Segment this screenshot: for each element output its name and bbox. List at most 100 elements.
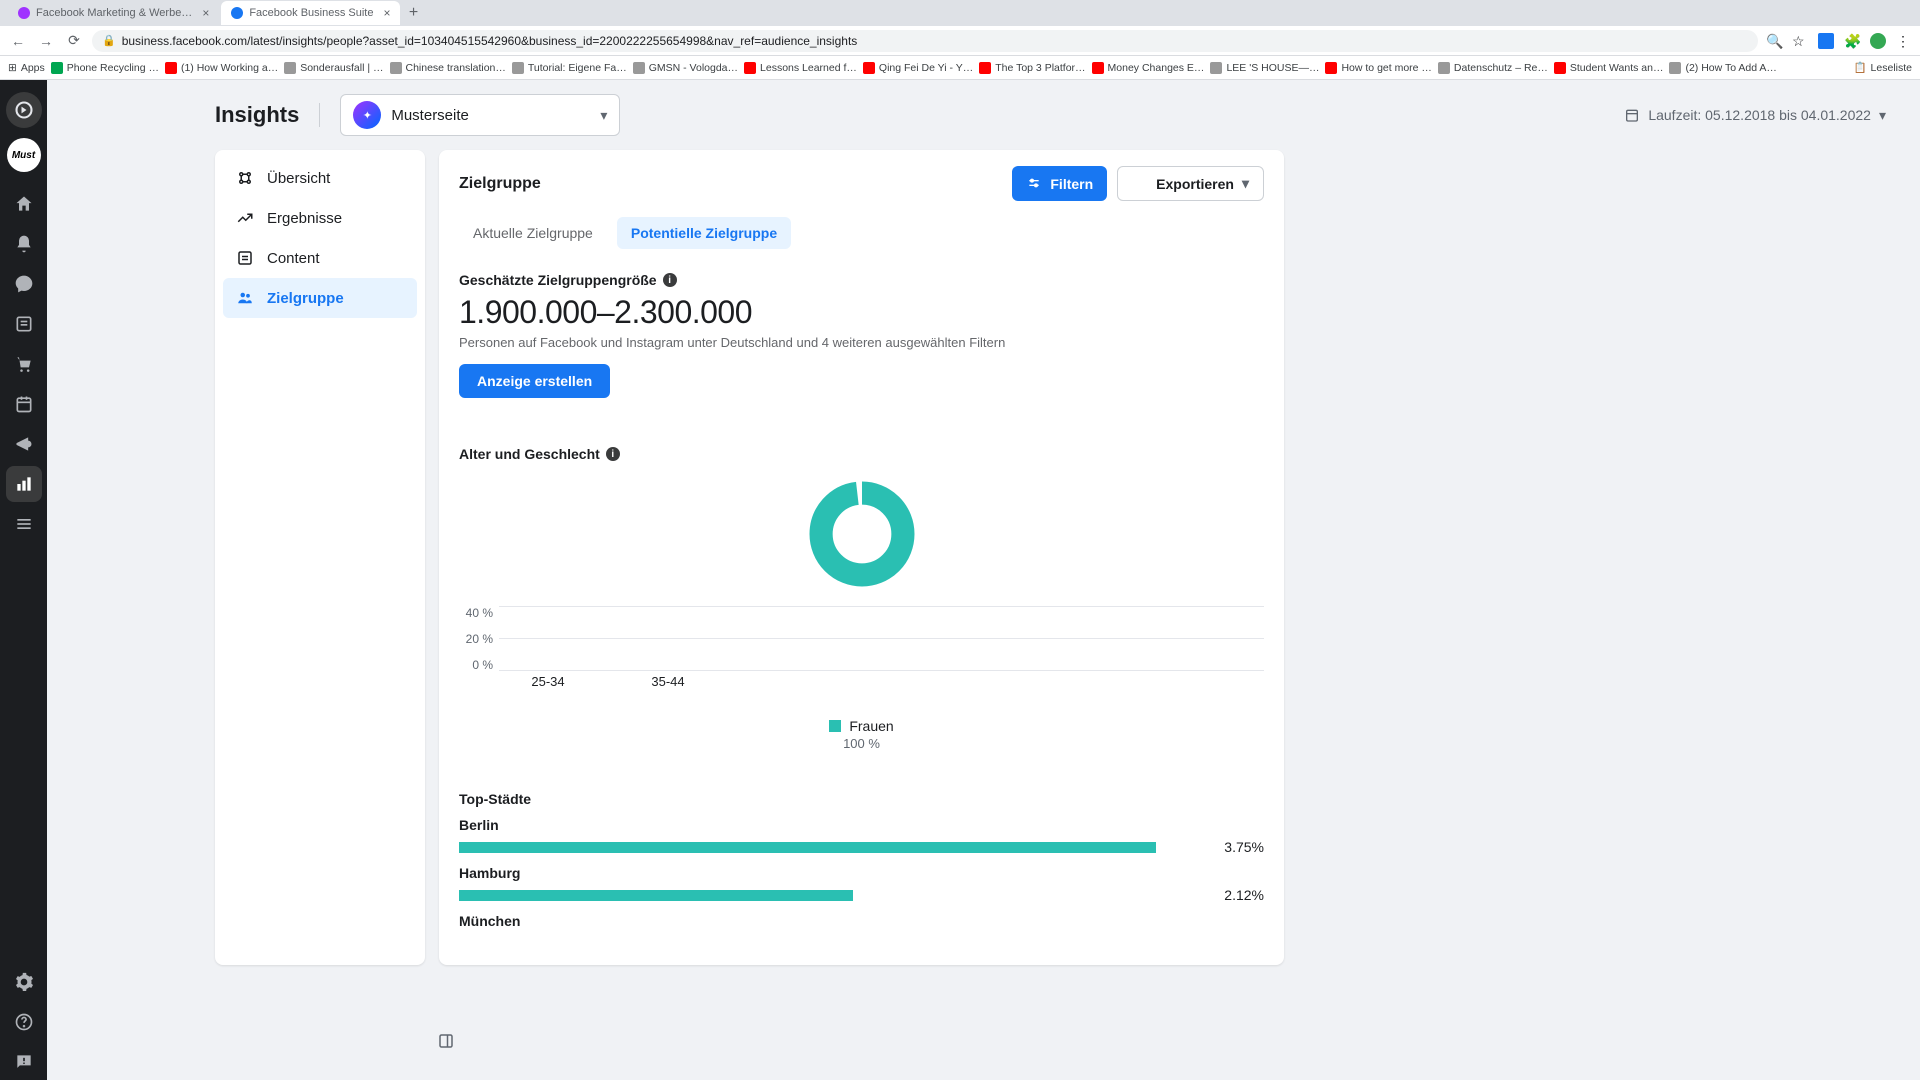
columns: Übersicht Ergebnisse Content Zielgruppe (47, 150, 1920, 965)
bookmark-item[interactable]: The Top 3 Platfor… (979, 62, 1085, 74)
bookmark-item[interactable]: (1) How Working a… (165, 62, 278, 74)
close-icon[interactable]: × (202, 6, 209, 20)
audience-size-value: 1.900.000–2.300.000 (459, 294, 1264, 331)
bell-icon[interactable] (6, 226, 42, 262)
new-tab-button[interactable]: + (402, 4, 424, 22)
settings-icon[interactable] (6, 964, 42, 1000)
nav-label: Zielgruppe (267, 290, 344, 307)
audience-size-label: Geschätzte Zielgruppengröße i (459, 272, 1264, 288)
more-icon[interactable] (6, 506, 42, 542)
bookmark-item[interactable]: Lessons Learned f… (744, 62, 857, 74)
donut-chart (459, 480, 1264, 588)
fb-icon[interactable] (1818, 33, 1834, 49)
bookmark-item[interactable]: Phone Recycling … (51, 62, 159, 74)
info-icon[interactable]: i (606, 447, 620, 461)
browser-tab[interactable]: Facebook Marketing & Werbe… × (8, 1, 219, 25)
feedback-icon[interactable] (6, 1044, 42, 1080)
home-icon[interactable] (6, 186, 42, 222)
audience-icon (235, 288, 255, 308)
bookmark-item[interactable]: Chinese translation… (390, 62, 506, 74)
lock-icon: 🔒 (102, 34, 116, 47)
nav-label: Ergebnisse (267, 210, 342, 227)
city-row: Berlin3.75% (459, 817, 1264, 855)
filter-button[interactable]: Filtern (1012, 166, 1107, 201)
export-button[interactable]: Exportieren ▾ (1117, 166, 1264, 201)
nav-item-overview[interactable]: Übersicht (223, 158, 417, 198)
app-root: Must Insights ✦ Musterseite ▾ Laufzeit: … (0, 80, 1920, 1080)
create-ad-button[interactable]: Anzeige erstellen (459, 364, 610, 398)
browser-chrome: Facebook Marketing & Werbe… × Facebook B… (0, 0, 1920, 80)
plot-area: 25-3435-44 (499, 606, 1264, 670)
help-icon[interactable] (6, 1004, 42, 1040)
bookmark-item[interactable]: Qing Fei De Yi - Y… (863, 62, 973, 74)
audience-tabs: Aktuelle Zielgruppe Potentielle Zielgrup… (459, 217, 1264, 250)
reload-icon[interactable]: ⟳ (64, 32, 84, 49)
url-input[interactable]: 🔒 business.facebook.com/latest/insights/… (92, 30, 1758, 52)
meta-logo-icon[interactable] (6, 92, 42, 128)
city-name: Hamburg (459, 865, 1264, 881)
tab-favicon-icon (18, 7, 30, 19)
page-avatar[interactable]: Must (7, 138, 41, 172)
bookmark-item[interactable]: Datenschutz – Re… (1438, 62, 1548, 74)
nav-item-results[interactable]: Ergebnisse (223, 198, 417, 238)
forward-icon[interactable]: → (36, 33, 56, 49)
extensions-icon[interactable]: 🧩 (1844, 33, 1860, 49)
panel-title: Zielgruppe (459, 175, 541, 193)
insights-icon[interactable] (6, 466, 42, 502)
browser-tab[interactable]: Facebook Business Suite × (221, 1, 400, 25)
bookmark-item[interactable]: Money Changes E… (1092, 62, 1205, 74)
bar-chart: 40 % 20 % 0 % 25-3435-44 (459, 606, 1264, 684)
city-value: 3.75% (1212, 839, 1264, 855)
city-row: München (459, 913, 1264, 929)
bookmark-item[interactable]: Tutorial: Eigene Fa… (512, 62, 627, 74)
tab-potential-audience[interactable]: Potentielle Zielgruppe (617, 217, 791, 249)
close-icon[interactable]: × (383, 6, 390, 20)
chevron-down-icon: ▾ (600, 107, 607, 124)
collapse-panel-icon[interactable] (437, 1032, 455, 1050)
city-value: 2.12% (1212, 887, 1264, 903)
back-icon[interactable]: ← (8, 33, 28, 49)
legend-pct: 100 % (459, 736, 1264, 751)
date-range-picker[interactable]: Laufzeit: 05.12.2018 bis 04.01.2022 ▾ (1614, 101, 1896, 130)
page-selector[interactable]: ✦ Musterseite ▾ (340, 94, 620, 136)
filter-icon (1026, 176, 1042, 192)
legend-label: Frauen (849, 718, 893, 734)
download-icon (1132, 176, 1148, 192)
bookmark-item[interactable]: LEE 'S HOUSE—… (1210, 62, 1319, 74)
page-title: Insights (215, 102, 299, 128)
nav-item-audience[interactable]: Zielgruppe (223, 278, 417, 318)
zoom-icon[interactable]: 🔍 (1766, 33, 1782, 49)
commerce-icon[interactable] (6, 346, 42, 382)
apps-shortcut[interactable]: ⊞Apps (8, 62, 45, 74)
bookmark-item[interactable]: (2) How To Add A… (1669, 62, 1776, 74)
star-icon[interactable]: ☆ (1792, 33, 1808, 49)
profile-icon[interactable] (1870, 33, 1886, 49)
menu-icon[interactable]: ⋮ (1896, 33, 1912, 49)
bookmark-item[interactable]: Student Wants an… (1554, 62, 1664, 74)
chat-icon[interactable] (6, 266, 42, 302)
calendar-icon[interactable] (6, 386, 42, 422)
info-icon[interactable]: i (663, 273, 677, 287)
url-text: business.facebook.com/latest/insights/pe… (122, 34, 858, 48)
audience-size-desc: Personen auf Facebook und Instagram unte… (459, 335, 1264, 350)
legend-swatch (829, 720, 841, 732)
ads-icon[interactable] (6, 426, 42, 462)
address-bar: ← → ⟳ 🔒 business.facebook.com/latest/ins… (0, 26, 1920, 56)
panel-header: Zielgruppe Filtern Exportieren ▾ (459, 166, 1264, 201)
bookmark-item[interactable]: How to get more … (1325, 62, 1431, 74)
reading-list[interactable]: 📋Leseliste (1853, 61, 1912, 74)
tab-current-audience[interactable]: Aktuelle Zielgruppe (459, 217, 607, 249)
page-header: Insights ✦ Musterseite ▾ Laufzeit: 05.12… (47, 80, 1920, 150)
tab-title: Facebook Business Suite (249, 7, 373, 19)
content-icon (235, 248, 255, 268)
bookmark-item[interactable]: Sonderausfall | … (284, 62, 383, 74)
city-name: München (459, 913, 1264, 929)
overview-icon (235, 168, 255, 188)
bookmark-item[interactable]: GMSN - Vologda… (633, 62, 738, 74)
tab-title: Facebook Marketing & Werbe… (36, 7, 192, 19)
trend-icon (235, 208, 255, 228)
nav-item-content[interactable]: Content (223, 238, 417, 278)
posts-icon[interactable] (6, 306, 42, 342)
page-name: Musterseite (391, 107, 590, 124)
date-range-text: Laufzeit: 05.12.2018 bis 04.01.2022 (1648, 107, 1871, 123)
